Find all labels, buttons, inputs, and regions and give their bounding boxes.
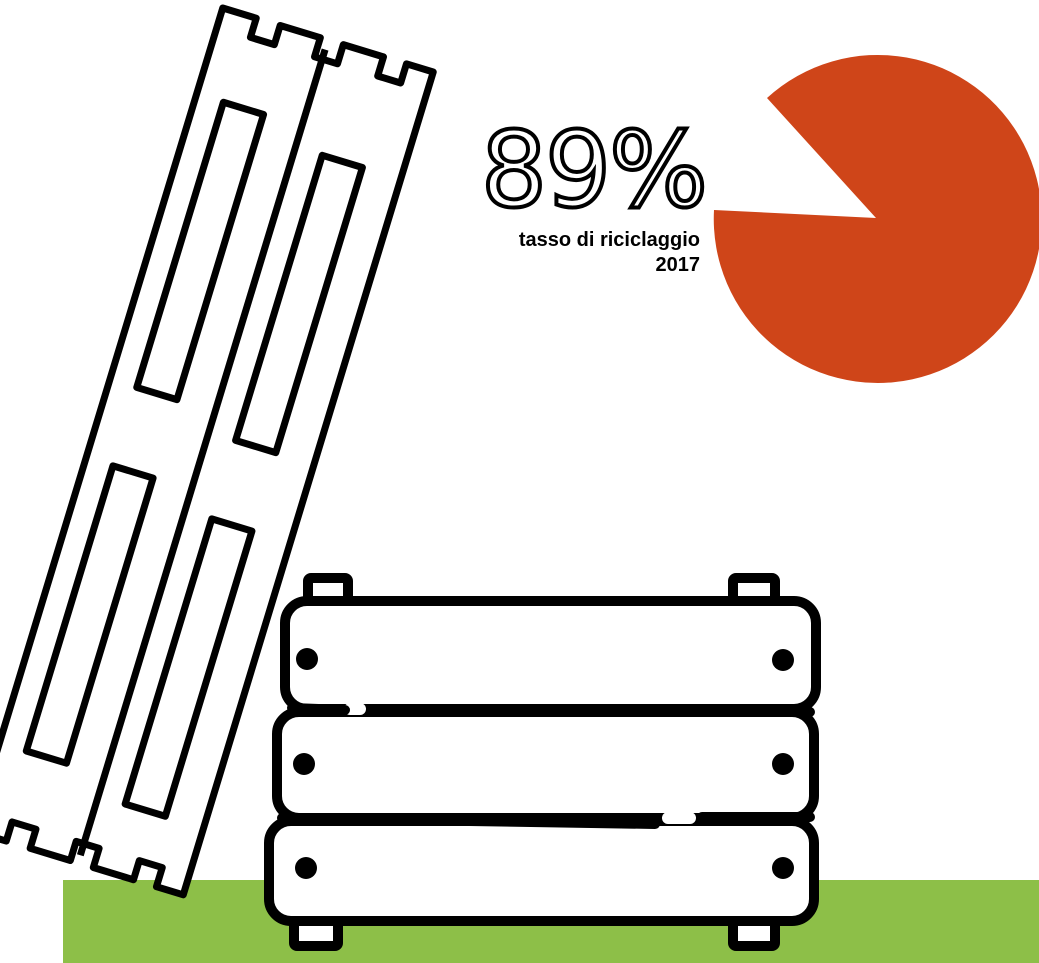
- wooden-crate-icon: [264, 573, 821, 951]
- pallet-icon: [0, 4, 437, 899]
- crate-plank-top: [280, 596, 821, 714]
- crate-plank-bottom: [264, 816, 819, 926]
- pie-slice-recycled: [713, 55, 1039, 383]
- stat-caption-line2: 2017: [655, 254, 701, 276]
- recycling-stat: 89% tasso di riciclaggio 2017: [420, 116, 710, 278]
- crate-plank-middle: [272, 707, 819, 823]
- pie-chart-icon: [713, 55, 1039, 383]
- recycling-percent: 89%: [479, 109, 710, 231]
- stat-caption-line1: tasso di riciclaggio: [518, 229, 700, 251]
